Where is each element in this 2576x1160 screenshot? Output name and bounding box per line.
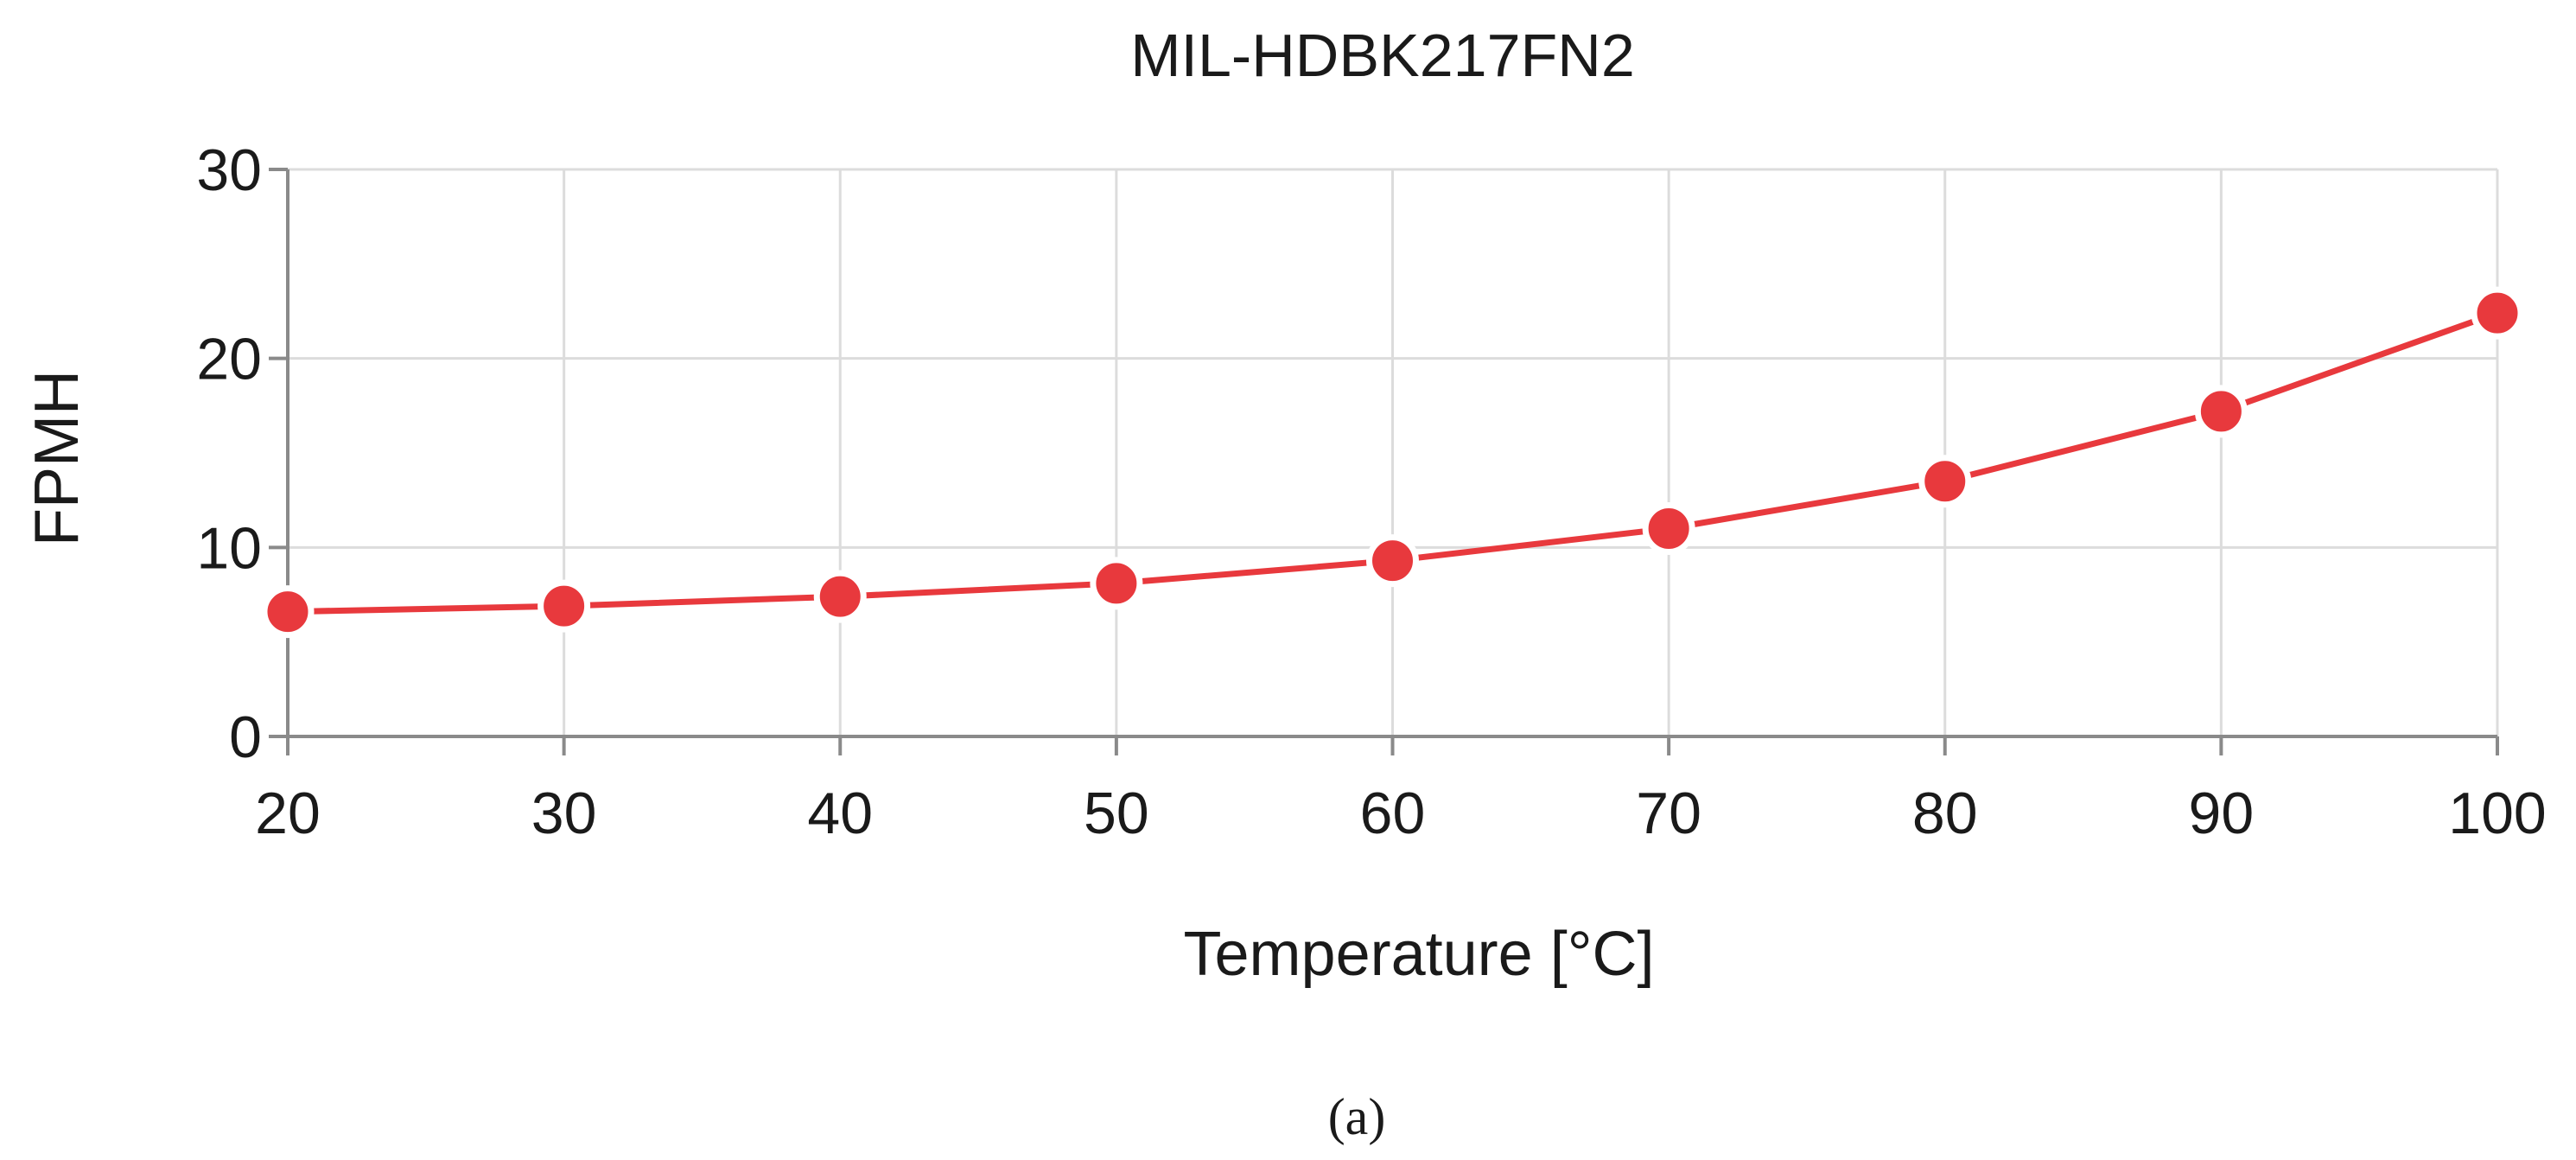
tick-labels: 0 10 20 30 20 30 40 50 60 70 80 90 100 xyxy=(196,137,2546,846)
data-point xyxy=(1642,501,1695,555)
x-axis-label: Temperature [°C] xyxy=(1184,920,1655,989)
x-tick-label: 60 xyxy=(1360,781,1426,846)
data-point xyxy=(2194,385,2248,438)
data-point xyxy=(813,570,867,623)
x-tick-label: 50 xyxy=(1084,781,1149,846)
y-tick-label: 10 xyxy=(196,515,262,581)
y-tick-label: 20 xyxy=(196,327,262,392)
chart-title: MIL-HDBK217FN2 xyxy=(1130,22,1635,89)
x-tick-label: 70 xyxy=(1636,781,1701,846)
axes xyxy=(269,168,2499,755)
data-point xyxy=(1366,534,1419,588)
data-point xyxy=(2471,286,2524,340)
x-tick-label: 80 xyxy=(1912,781,1978,846)
figure-caption: (a) xyxy=(1328,1088,1386,1145)
x-tick-label: 40 xyxy=(807,781,873,846)
y-axis-label: FPMH xyxy=(22,370,92,546)
grid-lines xyxy=(286,168,2499,736)
y-tick-label: 0 xyxy=(229,704,262,770)
data-point xyxy=(537,579,591,633)
data-point xyxy=(1918,455,1972,508)
series-layer xyxy=(261,286,2524,639)
y-tick-label: 30 xyxy=(196,137,262,203)
data-point xyxy=(261,585,315,639)
x-tick-label: 30 xyxy=(531,781,597,846)
x-tick-label: 20 xyxy=(255,781,321,846)
x-tick-label: 90 xyxy=(2189,781,2255,846)
data-point xyxy=(1090,557,1143,610)
x-tick-label: 100 xyxy=(2448,781,2546,846)
